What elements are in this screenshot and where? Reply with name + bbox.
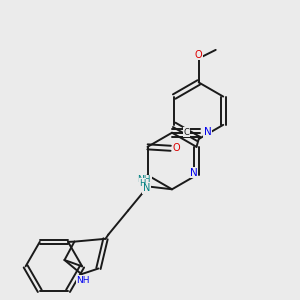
Text: H: H	[139, 179, 146, 188]
Text: C: C	[184, 128, 190, 137]
Text: O: O	[195, 50, 202, 60]
Text: N: N	[204, 127, 212, 137]
Text: N: N	[190, 168, 198, 178]
Text: NH: NH	[138, 175, 151, 184]
Text: NH: NH	[76, 276, 90, 285]
Text: N: N	[143, 183, 150, 193]
Text: O: O	[172, 143, 180, 153]
